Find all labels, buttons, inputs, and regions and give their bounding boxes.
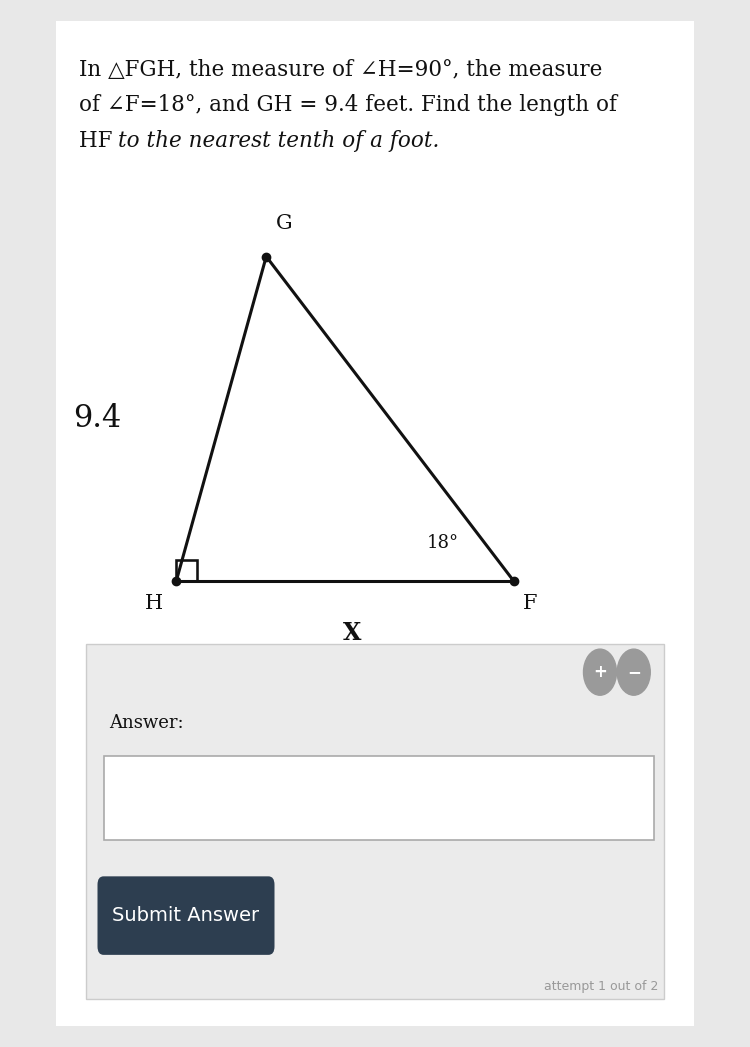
Bar <box>176 560 197 581</box>
Circle shape <box>617 649 650 695</box>
Text: 18°: 18° <box>427 534 458 552</box>
Text: In △FGH, the measure of ∠H=90°, the measure: In △FGH, the measure of ∠H=90°, the meas… <box>79 59 602 81</box>
Text: Answer:: Answer: <box>109 714 183 732</box>
Text: X: X <box>344 621 362 645</box>
Text: F: F <box>523 594 537 612</box>
FancyBboxPatch shape <box>98 876 274 955</box>
Text: of ∠F=18°, and GH = 9.4 feet. Find the length of: of ∠F=18°, and GH = 9.4 feet. Find the l… <box>79 94 616 116</box>
Text: G: G <box>276 215 292 233</box>
Text: to the nearest tenth of a foot.: to the nearest tenth of a foot. <box>118 130 439 152</box>
Text: +: + <box>593 663 607 682</box>
Bar <box>86 644 664 999</box>
Text: 9.4: 9.4 <box>74 403 122 435</box>
Text: Submit Answer: Submit Answer <box>112 906 260 926</box>
Text: HF: HF <box>79 130 119 152</box>
Bar <box>104 756 654 840</box>
Circle shape <box>584 649 616 695</box>
Bar <box>56 21 694 1026</box>
Text: attempt 1 out of 2: attempt 1 out of 2 <box>544 980 658 993</box>
Text: −: − <box>627 663 640 682</box>
Text: H: H <box>145 594 163 612</box>
